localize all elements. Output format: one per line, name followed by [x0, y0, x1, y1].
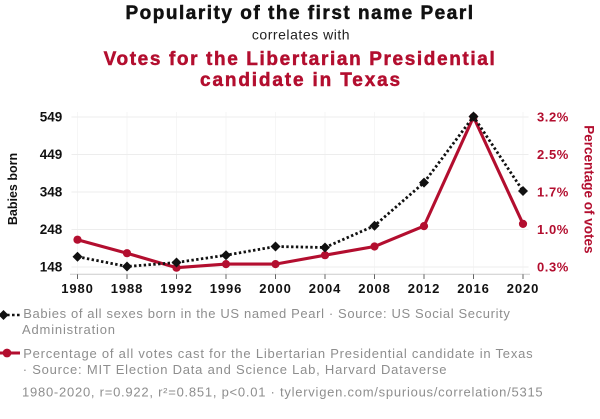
- svg-text:Votes for the Libertarian Pres: Votes for the Libertarian Presidential: [104, 49, 497, 70]
- svg-text:1.0%: 1.0%: [537, 222, 569, 237]
- svg-text:0.3%: 0.3%: [537, 260, 569, 275]
- svg-text:449: 449: [40, 147, 63, 162]
- svg-text:2020: 2020: [507, 281, 540, 296]
- svg-text:correlates with: correlates with: [252, 26, 350, 42]
- svg-text:1980: 1980: [61, 281, 94, 296]
- svg-text:1988: 1988: [111, 281, 144, 296]
- svg-text:1996: 1996: [210, 281, 243, 296]
- svg-text:2.5%: 2.5%: [537, 147, 569, 162]
- svg-text:1992: 1992: [160, 281, 193, 296]
- svg-text:Babies born: Babies born: [6, 153, 20, 225]
- svg-text:1.7%: 1.7%: [537, 185, 569, 200]
- svg-text:· Source: MIT Election Data an: · Source: MIT Election Data and Science …: [23, 362, 448, 377]
- svg-text:Babies of all sexes born in th: Babies of all sexes born in the US named…: [23, 306, 510, 321]
- svg-text:Percentage of all votes cast f: Percentage of all votes cast for the Lib…: [23, 346, 533, 361]
- svg-text:Percentage of votes: Percentage of votes: [582, 125, 597, 253]
- svg-text:2008: 2008: [358, 281, 391, 296]
- svg-text:2016: 2016: [457, 281, 490, 296]
- svg-text:1980-2020, r=0.922, r²=0.851,: 1980-2020, r=0.922, r²=0.851, p<0.01 · t…: [22, 384, 543, 399]
- svg-text:2000: 2000: [259, 281, 292, 296]
- svg-text:Administration: Administration: [22, 322, 116, 337]
- svg-text:549: 549: [40, 110, 63, 125]
- svg-text:2012: 2012: [408, 281, 441, 296]
- svg-text:348: 348: [40, 185, 63, 200]
- svg-text:148: 148: [40, 260, 63, 275]
- svg-text:candidate in Texas: candidate in Texas: [200, 70, 402, 91]
- svg-text:Popularity of the first name P: Popularity of the first name Pearl: [125, 3, 474, 24]
- svg-text:248: 248: [40, 222, 63, 237]
- svg-text:3.2%: 3.2%: [537, 110, 569, 125]
- svg-text:2004: 2004: [309, 281, 342, 296]
